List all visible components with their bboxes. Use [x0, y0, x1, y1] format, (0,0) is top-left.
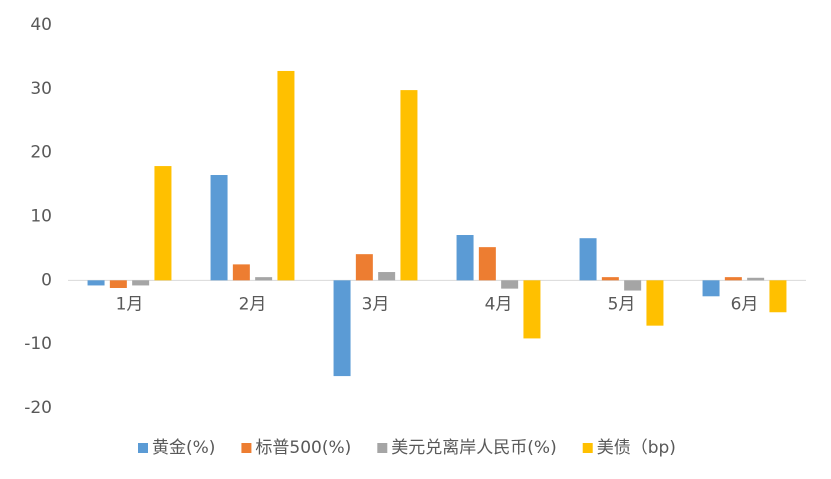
bar	[724, 277, 742, 281]
x-tick-label: 3月	[362, 294, 390, 314]
bar	[501, 280, 519, 289]
bar	[523, 280, 541, 339]
y-tick-label: 40	[30, 15, 52, 35]
legend-swatch	[138, 443, 148, 453]
y-tick-label: -10	[24, 334, 52, 354]
bar	[210, 175, 228, 281]
x-tick-label: 6月	[731, 294, 759, 314]
legend-label: 美元兑离岸人民币(%)	[391, 438, 556, 458]
bar	[400, 90, 418, 281]
y-tick-label: 10	[30, 207, 52, 227]
bar	[378, 272, 396, 281]
legend-swatch	[377, 443, 388, 453]
x-tick-label: 1月	[116, 294, 144, 314]
bar	[646, 280, 664, 326]
bar	[747, 277, 765, 281]
bar	[132, 280, 150, 286]
bar	[579, 238, 597, 281]
bar	[232, 264, 250, 281]
bar	[478, 247, 496, 281]
bar	[109, 280, 127, 288]
legend-swatch	[241, 443, 252, 453]
legend-label: 黄金(%)	[152, 438, 215, 458]
bar	[277, 70, 295, 281]
bar	[154, 166, 172, 281]
bar	[769, 280, 787, 313]
bar	[355, 254, 373, 281]
bar	[333, 280, 351, 377]
bar	[87, 280, 105, 286]
y-tick-label: 0	[41, 270, 52, 290]
y-tick-label: -20	[24, 398, 52, 418]
x-tick-label: 5月	[608, 294, 636, 314]
bar	[601, 277, 619, 281]
y-tick-label: 20	[30, 143, 52, 163]
bar	[702, 280, 720, 297]
bar	[624, 280, 642, 291]
bar	[255, 277, 273, 281]
y-tick-label: 30	[30, 79, 52, 99]
x-tick-label: 2月	[239, 294, 267, 314]
bar	[456, 235, 474, 281]
x-tick-label: 4月	[485, 294, 513, 314]
legend-label: 美债（bp)	[597, 438, 676, 458]
legend-swatch	[582, 443, 593, 453]
legend-label: 标普500(%)	[255, 438, 351, 458]
